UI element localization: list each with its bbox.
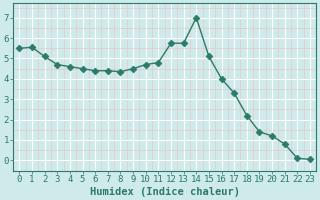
X-axis label: Humidex (Indice chaleur): Humidex (Indice chaleur)	[90, 186, 240, 197]
